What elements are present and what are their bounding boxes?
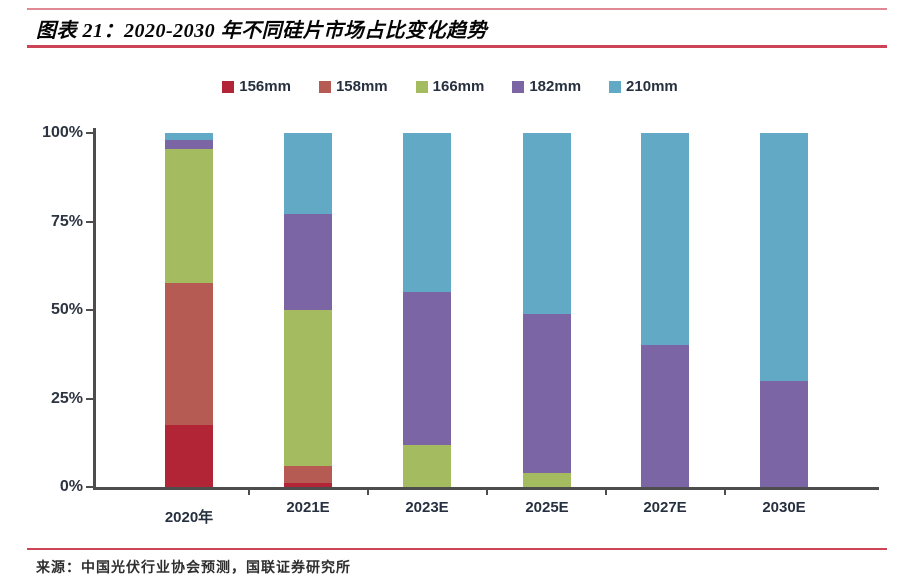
- legend-swatch-icon: [222, 80, 235, 93]
- x-axis-label: 2020年: [164, 509, 214, 526]
- x-axis-tick: [247, 488, 250, 495]
- plot-area: 0% 25% 50% 75% 100% 2020年 2021E 2023E 2025E 2027E…: [42, 124, 879, 526]
- stacked-bar-2025E: [523, 133, 571, 487]
- x-axis-label: 2030E: [762, 499, 806, 516]
- y-axis-tick: [86, 397, 96, 400]
- legend-swatch-icon: [609, 80, 622, 93]
- y-axis-label: 75%: [50, 212, 83, 230]
- x-axis-label: 2025E: [525, 499, 569, 516]
- bar-segment-156mm: [165, 425, 213, 487]
- x-axis-tick: [723, 488, 726, 495]
- x-axis-label: 2021E: [286, 499, 330, 516]
- title-underline: [27, 45, 887, 48]
- bar-segment-182mm: [403, 292, 451, 445]
- legend-item-182mm: 182mm: [512, 78, 581, 95]
- bar-segment-156mm: [284, 483, 332, 487]
- x-axis-label: 2023E: [405, 499, 449, 516]
- legend-swatch-icon: [512, 80, 525, 93]
- bar-segment-166mm: [165, 148, 213, 284]
- bar-segment-182mm: [760, 380, 808, 487]
- legend-label: 210mm: [626, 78, 678, 95]
- bar-segment-166mm: [403, 444, 451, 487]
- bar-segment-210mm: [641, 133, 689, 346]
- bar-segment-182mm: [165, 140, 213, 149]
- legend-label: 166mm: [432, 78, 485, 95]
- chart-title: 图表 21：2020-2030 年不同硅片市场占比变化趋势: [36, 20, 488, 42]
- chart-legend: 156mm 158mm 166mm 182mm 210mm: [0, 78, 900, 95]
- stacked-bar-2030E: [760, 133, 808, 487]
- stacked-bar-2027E: [641, 133, 689, 487]
- legend-label: 156mm: [239, 78, 291, 95]
- x-axis-label: 2027E: [643, 499, 687, 516]
- y-axis-tick: [86, 486, 96, 488]
- stacked-bar-2021E: [284, 133, 332, 487]
- y-axis-label: 25%: [50, 389, 83, 407]
- bar-segment-166mm: [284, 310, 332, 466]
- x-axis-tick: [605, 488, 607, 495]
- x-axis-tick: [366, 488, 369, 495]
- bar-segment-182mm: [641, 345, 689, 487]
- bar-segment-158mm: [284, 465, 332, 484]
- bar-segment-158mm: [165, 283, 213, 426]
- stacked-bar-2023E: [403, 133, 451, 487]
- bar-segment-210mm: [760, 133, 808, 381]
- bar-segment-182mm: [284, 214, 332, 311]
- x-axis-tick: [486, 488, 488, 495]
- legend-item-156mm: 156mm: [222, 78, 291, 95]
- stacked-bar-2020年: [165, 133, 213, 487]
- bar-segment-210mm: [403, 133, 451, 293]
- legend-swatch-icon: [318, 80, 331, 93]
- bar-segment-166mm: [523, 472, 571, 487]
- legend-label: 182mm: [529, 78, 582, 95]
- bar-segment-182mm: [523, 313, 571, 473]
- legend-item-210mm: 210mm: [609, 78, 678, 95]
- legend-item-158mm: 158mm: [318, 78, 388, 95]
- y-axis-label: 50%: [50, 301, 83, 318]
- bar-segment-210mm: [523, 133, 571, 314]
- top-divider: [27, 8, 887, 10]
- source-note: 来源：中国光伏行业协会预测，国联证券研究所: [36, 561, 351, 576]
- legend-swatch-icon: [415, 80, 428, 93]
- legend-label: 158mm: [335, 78, 388, 95]
- bar-segment-210mm: [165, 133, 213, 141]
- y-axis-label: 100%: [42, 124, 83, 141]
- y-axis-tick: [86, 220, 96, 223]
- bar-segment-210mm: [284, 133, 332, 215]
- y-axis-tick: [86, 132, 96, 134]
- legend-item-166mm: 166mm: [415, 78, 485, 95]
- y-axis-label: 0%: [59, 478, 83, 495]
- bottom-divider: [27, 548, 887, 550]
- y-axis-tick: [86, 309, 96, 311]
